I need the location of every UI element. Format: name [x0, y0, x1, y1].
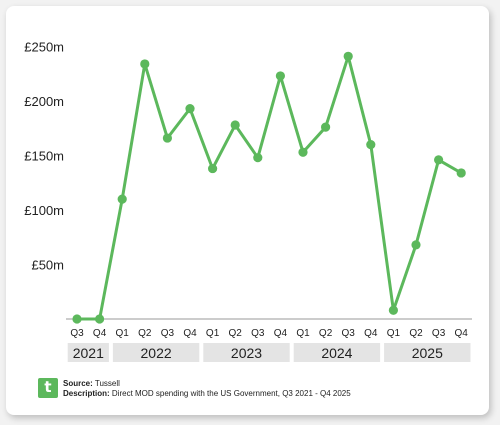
y-axis: £50m £100m £150m £200m £250m	[24, 40, 64, 273]
x-tick-label: Q1	[387, 328, 401, 339]
data-point	[162, 133, 172, 143]
data-point	[434, 155, 444, 165]
data-point	[388, 305, 398, 315]
chart-footer: t Source: Tussell Description: Direct MO…	[38, 378, 351, 399]
x-tick-label: Q2	[229, 328, 243, 339]
year-label: 2023	[231, 345, 262, 361]
data-points	[72, 51, 466, 324]
data-point	[321, 122, 331, 132]
x-tick-label: Q4	[183, 328, 197, 339]
series-line	[77, 54, 462, 321]
x-tick-label: Q1	[206, 328, 220, 339]
source-label: Source:	[63, 379, 93, 388]
data-point	[366, 140, 376, 150]
footer-text: Source: Tussell Description: Direct MOD …	[63, 379, 351, 399]
x-tick-label: Q2	[319, 328, 333, 339]
y-tick-label: £50m	[31, 258, 64, 273]
year-band	[112, 343, 200, 362]
year-band	[67, 343, 109, 362]
x-axis: Q3 Q4 Q1 Q2 Q3 Q4 Q1 Q2 Q3 Q4 Q1 Q2 Q3 Q4 Q1 Q2 Q3 Q4	[70, 328, 468, 339]
data-point	[298, 147, 308, 157]
x-tick-label: Q3	[161, 328, 175, 339]
year-label: 2024	[321, 345, 352, 361]
data-point	[208, 163, 218, 174]
year-label: 2021	[73, 345, 104, 361]
x-tick-label: Q3	[342, 328, 356, 339]
x-tick-label: Q1	[116, 328, 130, 339]
year-band	[384, 343, 471, 362]
data-point	[95, 314, 105, 324]
y-tick-label: £200m	[24, 94, 64, 109]
year-band	[203, 343, 290, 362]
x-tick-label: Q2	[409, 328, 423, 339]
year-label: 2022	[141, 345, 172, 361]
x-tick-label: Q2	[138, 328, 152, 339]
description-value: Direct MOD spending with the US Governme…	[111, 389, 351, 398]
description-label: Description:	[63, 389, 110, 398]
data-point	[253, 153, 263, 163]
x-tick-label: Q1	[296, 328, 310, 339]
description-line: Description: Direct MOD spending with th…	[63, 389, 351, 399]
y-tick-label: £100m	[24, 203, 64, 218]
y-tick-label: £150m	[24, 149, 64, 164]
source-line: Source: Tussell	[63, 379, 351, 389]
data-point	[72, 314, 82, 324]
tussell-logo: t	[38, 378, 58, 398]
x-tick-label: Q4	[455, 328, 469, 339]
data-point	[230, 120, 240, 130]
y-tick-label: £250m	[24, 40, 64, 55]
x-tick-label: Q3	[432, 328, 446, 339]
x-tick-label: Q4	[364, 328, 378, 339]
year-bands: 2021 2022 2023 2024 2025	[67, 343, 471, 362]
data-point	[117, 194, 127, 204]
data-point	[185, 104, 195, 114]
x-tick-label: Q4	[274, 328, 288, 339]
data-point	[456, 168, 466, 178]
data-point	[411, 240, 421, 250]
x-tick-label: Q4	[93, 328, 107, 339]
year-band	[293, 343, 381, 362]
x-tick-label: Q3	[70, 328, 84, 339]
data-point	[275, 71, 285, 81]
data-point	[140, 59, 150, 69]
data-point	[343, 51, 353, 61]
x-tick-label: Q3	[251, 328, 265, 339]
source-value: Tussell	[94, 379, 120, 388]
year-label: 2025	[412, 345, 443, 361]
